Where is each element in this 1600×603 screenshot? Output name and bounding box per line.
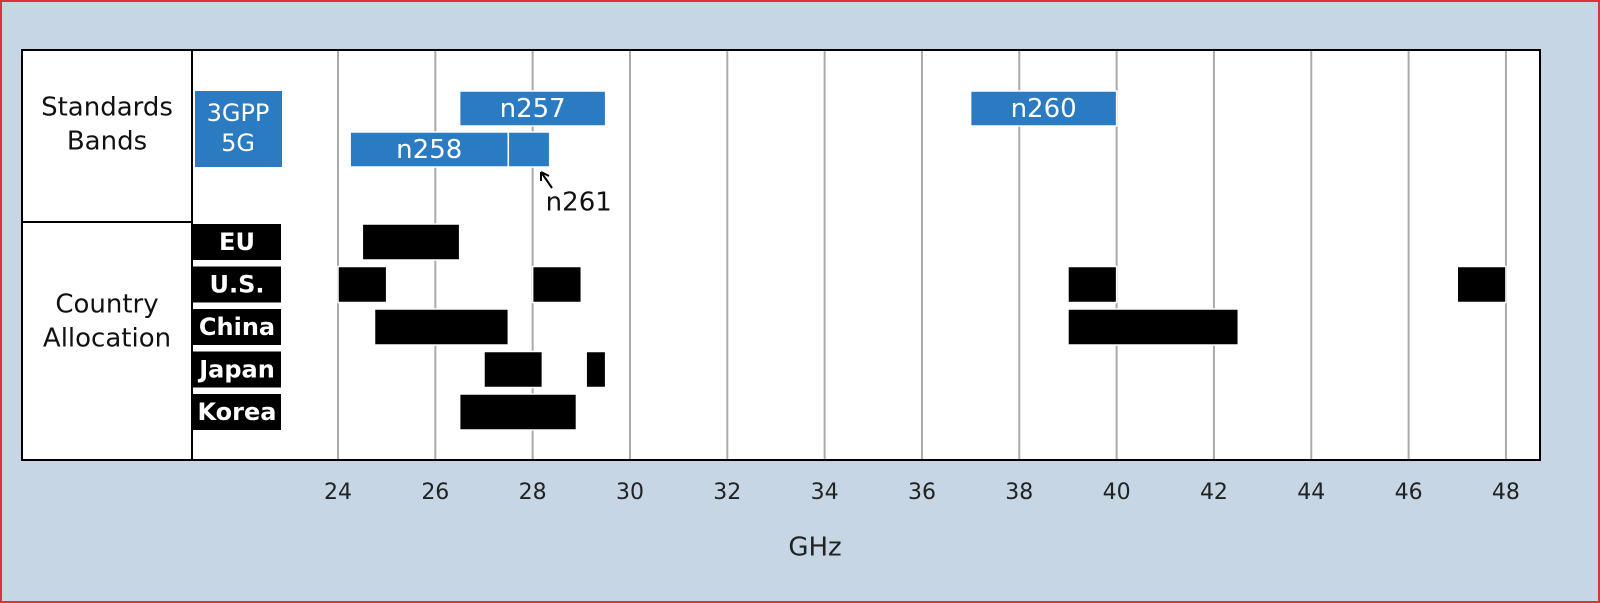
range-bar bbox=[483, 350, 544, 389]
group-label: Standards bbox=[41, 93, 173, 123]
tag-label: 3GPP bbox=[207, 99, 270, 127]
range-bar bbox=[349, 131, 510, 168]
row-label: Japan bbox=[197, 356, 275, 384]
tag-box bbox=[195, 91, 282, 167]
bar-label: n257 bbox=[500, 94, 566, 124]
annotation-arrow bbox=[540, 171, 553, 189]
group-label: Country bbox=[55, 290, 158, 320]
x-tick-label: 48 bbox=[1492, 480, 1520, 505]
range-bar bbox=[1067, 308, 1240, 346]
x-tick-label: 38 bbox=[1005, 480, 1033, 505]
x-tick-label: 46 bbox=[1395, 480, 1423, 505]
range-bar bbox=[585, 350, 607, 389]
range-bar bbox=[1456, 265, 1507, 304]
x-tick-label: 28 bbox=[519, 480, 547, 505]
row-label: Korea bbox=[198, 398, 277, 426]
range-bar bbox=[458, 90, 607, 127]
tag-label: 5G bbox=[221, 129, 255, 157]
row-tag-box bbox=[193, 309, 281, 345]
x-tick-label: 42 bbox=[1200, 480, 1228, 505]
range-bar bbox=[458, 393, 578, 431]
range-bar bbox=[969, 90, 1118, 127]
row-label: China bbox=[199, 313, 275, 341]
x-tick-label: 36 bbox=[908, 480, 936, 505]
row-label: EU bbox=[219, 228, 255, 256]
range-bar bbox=[361, 223, 461, 261]
row-tag-box bbox=[193, 351, 281, 388]
x-tick-label: 30 bbox=[616, 480, 644, 505]
x-tick-label: 32 bbox=[713, 480, 741, 505]
group-label: Bands bbox=[67, 127, 147, 157]
x-tick-label: 26 bbox=[421, 480, 449, 505]
row-tag-box bbox=[193, 266, 281, 303]
bar-label: n258 bbox=[396, 135, 462, 165]
bar-label: n260 bbox=[1011, 94, 1077, 124]
range-bar bbox=[337, 265, 388, 304]
range-bar bbox=[531, 265, 583, 304]
row-tag-box bbox=[193, 224, 281, 260]
x-tick-label: 44 bbox=[1297, 480, 1325, 505]
row-tag-box bbox=[193, 394, 281, 430]
annotation: n261 bbox=[546, 188, 612, 218]
x-tick-label: 24 bbox=[324, 480, 352, 505]
range-bar bbox=[507, 131, 551, 168]
range-bar bbox=[1067, 265, 1118, 304]
group-label: Allocation bbox=[43, 324, 171, 354]
row-label: U.S. bbox=[209, 271, 264, 299]
x-tick-label: 40 bbox=[1103, 480, 1131, 505]
x-tick-label: 34 bbox=[811, 480, 839, 505]
x-axis-label: GHz bbox=[788, 533, 841, 563]
range-bar bbox=[373, 308, 510, 346]
